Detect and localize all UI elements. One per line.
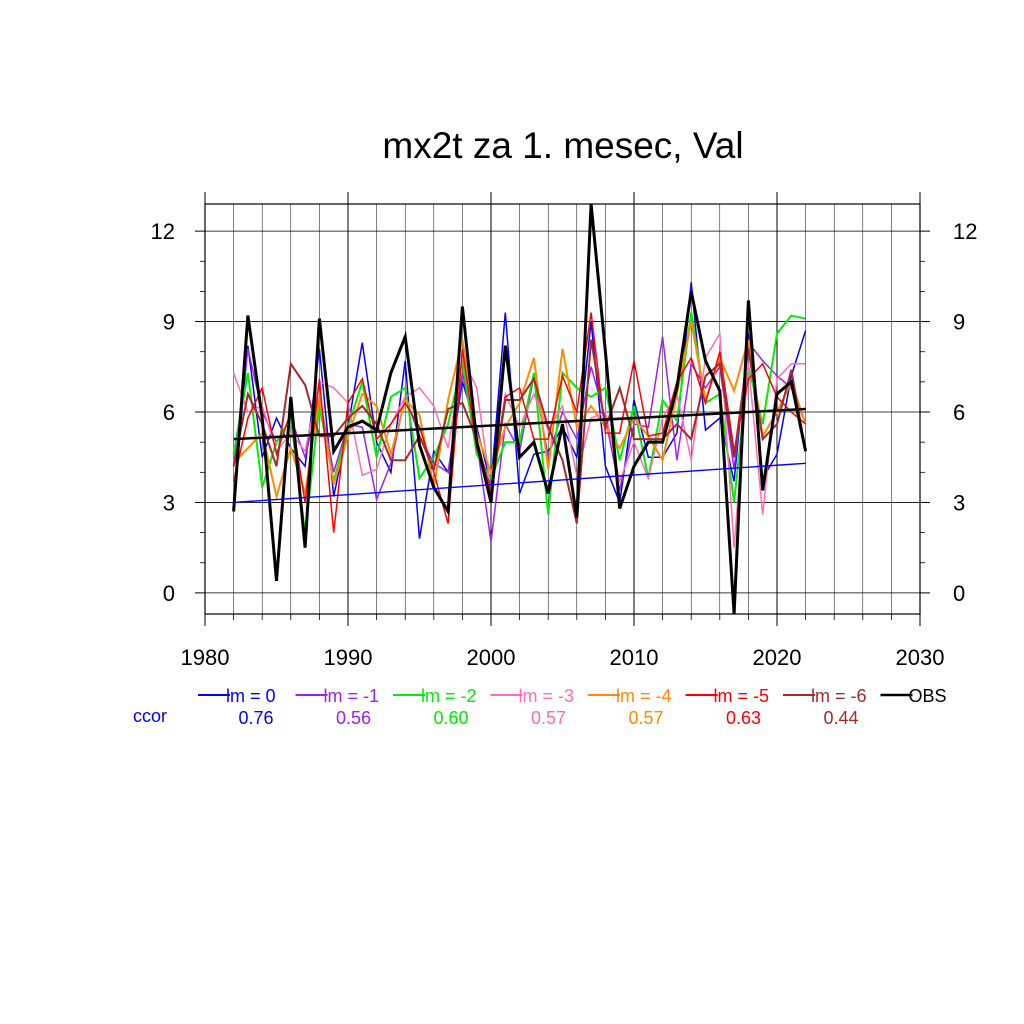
axes: 1980 1990 2000 2010 2020 2030 0 0 3 3 6 6 9 9 12 12: [151, 192, 977, 670]
legend-label: OBS: [909, 686, 947, 706]
legend-ccor-value: 0.63: [726, 708, 761, 728]
legend-label: lm = -6: [811, 686, 867, 706]
legend-ccor-value: 0.57: [628, 708, 663, 728]
legend-ccor-value: 0.56: [336, 708, 371, 728]
series-line-7: [232, 203, 808, 615]
x-tick-label: 1980: [181, 645, 230, 670]
legend-ccor-value: 0.60: [433, 708, 468, 728]
series-group: [232, 203, 808, 615]
legend-label: lm = 0: [226, 686, 276, 706]
legend-label: lm = -1: [324, 686, 380, 706]
trend-line-7: [233, 407, 806, 441]
y-tick-label-left: 9: [163, 310, 175, 335]
legend-ccor-value: 0.57: [531, 708, 566, 728]
trend-lines: [233, 407, 806, 504]
x-tick-label: 2010: [610, 645, 659, 670]
x-tick-label: 2020: [753, 645, 802, 670]
y-tick-label-left: 0: [163, 581, 175, 606]
legend-label: lm = -2: [421, 686, 477, 706]
x-tick-label: 2000: [467, 645, 516, 670]
y-tick-label-left: 12: [151, 219, 175, 244]
legend-label: lm = -4: [616, 686, 672, 706]
y-tick-label-left: 3: [163, 490, 175, 515]
y-tick-label-right: 0: [953, 581, 965, 606]
legend-ccor-value: 0.76: [238, 708, 273, 728]
legend-label: lm = -5: [714, 686, 770, 706]
series-line-3: [232, 331, 806, 548]
legend-label: lm = -3: [519, 686, 575, 706]
y-tick-label-left: 6: [163, 400, 175, 425]
trend-line-0: [233, 462, 806, 504]
y-tick-label-right: 12: [953, 219, 977, 244]
series-line-5: [232, 312, 807, 533]
legend: ccor lm = 00.76 lm = -10.56 lm = -20.60 lm =…: [133, 686, 947, 728]
y-tick-label-right: 3: [953, 490, 965, 515]
plot-frame: [204, 203, 921, 615]
y-tick-label-right: 9: [953, 310, 965, 335]
y-tick-label-right: 6: [953, 400, 965, 425]
x-tick-label: 2030: [896, 645, 945, 670]
x-tick-label: 1990: [324, 645, 373, 670]
legend-ccor-value: 0.44: [823, 708, 858, 728]
chart-title: mx2t za 1. mesec, Val: [382, 125, 743, 166]
ccor-label: ccor: [133, 706, 167, 726]
